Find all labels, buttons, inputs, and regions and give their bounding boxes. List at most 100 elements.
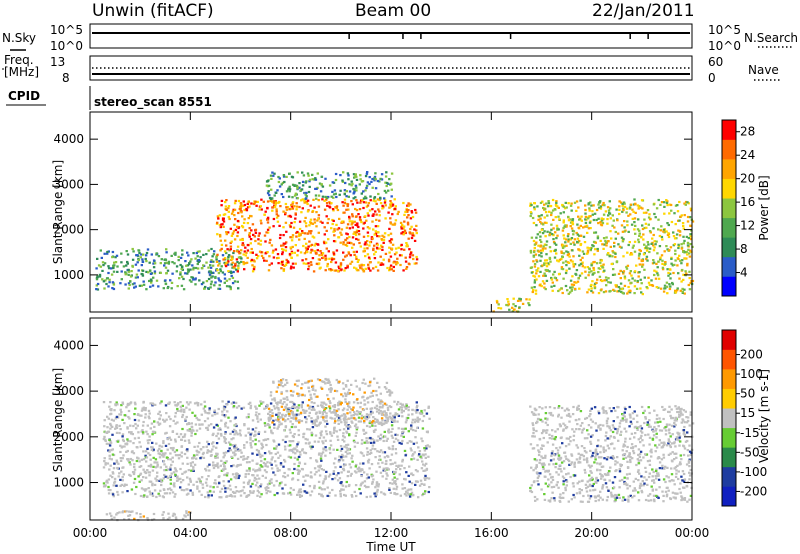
echo-cell — [214, 455, 217, 458]
echo-cell — [380, 262, 383, 265]
echo-cell — [623, 205, 627, 208]
echo-cell — [298, 220, 302, 223]
echo-cell — [653, 269, 656, 272]
echo-cell — [234, 477, 238, 480]
echo-cell — [680, 247, 684, 250]
echo-cell — [240, 407, 243, 410]
echo-cell — [225, 244, 228, 247]
echo-cell — [310, 263, 313, 266]
echo-cell — [413, 228, 416, 231]
echo-cell — [562, 261, 565, 264]
echo-cell — [679, 259, 682, 262]
nsky-strip-frame — [89, 23, 693, 49]
echo-cell — [226, 487, 230, 490]
echo-cell — [249, 485, 253, 488]
echo-cell — [555, 201, 558, 204]
echo-cell — [359, 178, 362, 181]
echo-cell — [382, 235, 386, 238]
echo-cell — [298, 205, 301, 209]
echo-cell — [589, 220, 592, 223]
echo-cell — [301, 230, 304, 233]
echo-cell — [125, 442, 129, 445]
echo-cell — [111, 281, 115, 284]
echo-cell — [303, 462, 307, 465]
echo-cell — [283, 460, 287, 463]
echo-cell — [372, 429, 376, 432]
echo-cell — [107, 267, 111, 270]
echo-cell — [135, 459, 139, 463]
echo-cell — [127, 282, 131, 285]
echo-cell — [178, 277, 181, 280]
echo-cell — [687, 283, 690, 287]
echo-cell — [244, 262, 247, 265]
echo-cell — [573, 201, 577, 204]
echo-cell — [533, 243, 537, 246]
echo-cell — [425, 468, 428, 471]
echo-cell — [416, 470, 419, 473]
echo-cell — [228, 484, 232, 487]
echo-cell — [234, 430, 237, 433]
echo-cell — [236, 270, 239, 273]
echo-cell — [165, 251, 168, 254]
echo-cell — [315, 411, 318, 414]
echo-cell — [237, 264, 240, 267]
echo-cell — [259, 219, 263, 222]
echo-cell — [317, 465, 320, 468]
echo-cell — [174, 493, 177, 496]
echo-cell — [228, 249, 231, 252]
echo-cell — [212, 490, 215, 493]
echo-cell — [342, 204, 345, 207]
echo-cell — [131, 471, 135, 474]
echo-cell — [681, 268, 684, 272]
echo-cell — [318, 421, 322, 424]
echo-cell — [284, 211, 287, 214]
echo-cell — [312, 407, 315, 411]
echo-cell — [611, 273, 615, 276]
echo-cell — [301, 231, 304, 234]
echo-cell — [544, 274, 547, 277]
echo-cell — [423, 447, 426, 450]
echo-cell — [224, 467, 227, 470]
echo-cell — [588, 497, 592, 500]
echo-cell — [313, 467, 317, 470]
echo-cell — [254, 200, 257, 203]
echo-cell — [115, 426, 119, 429]
echo-cell — [136, 424, 139, 427]
echo-cell — [142, 468, 145, 471]
echo-cell — [148, 471, 152, 474]
echo-cell — [95, 278, 99, 281]
echo-cell — [291, 196, 294, 199]
echo-cell — [382, 206, 385, 209]
echo-cell — [350, 420, 353, 423]
echo-cell — [346, 412, 349, 415]
echo-cell — [279, 463, 283, 466]
echo-cell — [407, 474, 410, 477]
echo-cell — [404, 427, 407, 430]
echo-cell — [607, 277, 610, 280]
nsky-dips — [348, 33, 649, 39]
echo-cell — [417, 420, 420, 423]
echo-cell — [358, 241, 361, 245]
echo-cell — [394, 412, 397, 415]
echo-cell — [176, 402, 180, 405]
echo-cell — [158, 410, 161, 413]
echo-cell — [322, 401, 325, 404]
echo-cell — [560, 287, 563, 290]
echo-cell — [372, 213, 375, 216]
echo-cell — [311, 426, 315, 429]
echo-cell — [591, 280, 594, 283]
echo-cell — [226, 472, 229, 475]
echo-cell — [389, 200, 392, 203]
echo-cell — [313, 401, 316, 405]
echo-cell — [414, 211, 418, 214]
echo-cell — [335, 269, 338, 272]
echo-cell — [378, 455, 381, 458]
echo-cell — [268, 414, 272, 417]
echo-cell — [637, 257, 641, 260]
echo-cell — [300, 387, 303, 390]
echo-cell — [145, 288, 148, 291]
echo-cell — [220, 434, 223, 437]
echo-cell — [285, 206, 288, 209]
echo-cell — [326, 486, 329, 489]
